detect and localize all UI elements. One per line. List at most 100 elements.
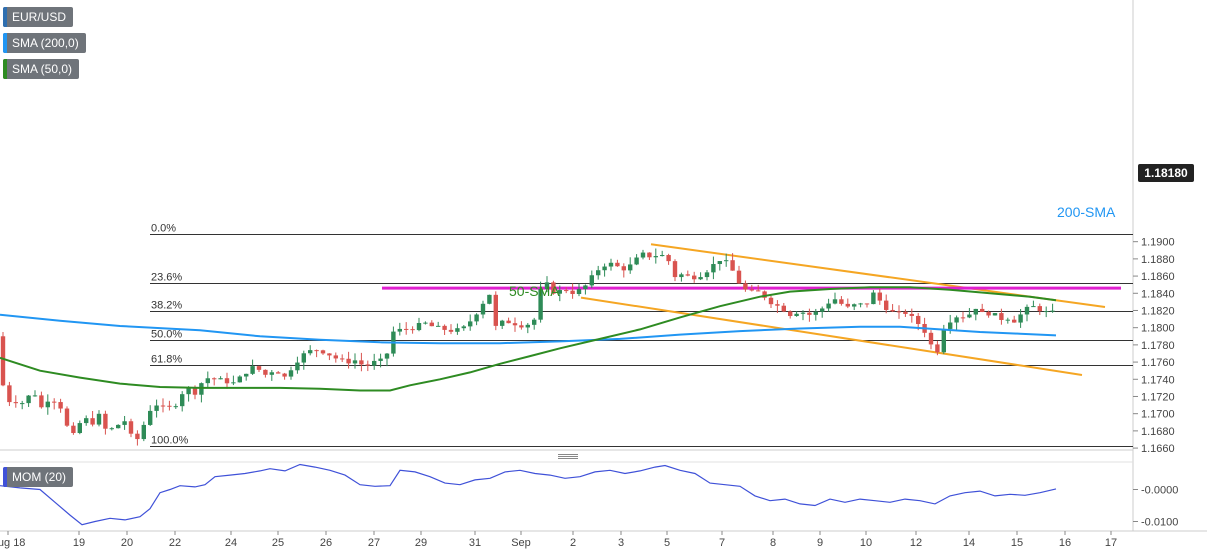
candle xyxy=(576,289,582,295)
candle xyxy=(800,312,806,314)
x-tick-label: 8 xyxy=(770,537,776,549)
candle xyxy=(557,290,562,294)
candle xyxy=(762,291,767,298)
candle xyxy=(269,372,274,375)
candle xyxy=(468,321,473,327)
fib-label: 0.0% xyxy=(151,223,176,235)
candle xyxy=(519,325,524,328)
candle xyxy=(692,275,697,280)
candle xyxy=(231,382,236,384)
legend-symbol[interactable]: EUR/USD xyxy=(3,7,74,27)
fib-label: 100.0% xyxy=(151,435,189,447)
candle xyxy=(474,314,479,322)
candle xyxy=(404,328,409,330)
x-tick-label: 15 xyxy=(1011,537,1023,549)
candle xyxy=(1005,319,1010,321)
candle xyxy=(788,311,793,317)
candle xyxy=(64,408,70,426)
candle xyxy=(39,395,44,408)
candle xyxy=(1031,306,1036,308)
candle xyxy=(858,303,863,305)
candle xyxy=(7,385,12,403)
candle xyxy=(288,370,294,377)
candle xyxy=(423,322,428,324)
y-axis: 1.1900 1.1880 1.1860 1.1840 1.1820 1.1800 1.17… xyxy=(1133,237,1175,455)
candle xyxy=(359,360,364,365)
x-tick-label: 19 xyxy=(73,537,85,549)
candle xyxy=(973,308,978,315)
candle xyxy=(493,294,498,326)
x-tick-label: 20 xyxy=(121,537,133,549)
candle xyxy=(45,401,50,408)
candle xyxy=(756,290,761,292)
channel-lower-line xyxy=(580,296,1083,376)
candle xyxy=(154,405,159,411)
sma200-line xyxy=(0,313,1057,345)
x-tick-label: Sep xyxy=(511,537,531,549)
candle xyxy=(640,252,646,258)
candle xyxy=(775,304,780,306)
candle xyxy=(1018,314,1023,323)
x-tick-label: Aug 18 xyxy=(0,537,25,549)
candle xyxy=(711,264,716,273)
y-tick-label: 1.1700 xyxy=(1141,409,1175,421)
candle xyxy=(116,424,121,429)
candle xyxy=(813,311,818,315)
mom-line xyxy=(0,463,1057,526)
candle xyxy=(237,376,242,383)
candle xyxy=(372,360,377,366)
candle xyxy=(109,428,114,430)
candle xyxy=(301,353,306,363)
candle xyxy=(135,433,140,440)
last-price-tag: 1.18180 xyxy=(1138,164,1194,182)
candle xyxy=(832,299,838,304)
candle xyxy=(826,303,831,309)
candle xyxy=(365,364,370,366)
candle xyxy=(807,312,812,315)
candle xyxy=(429,322,434,327)
candle xyxy=(628,264,633,271)
legend-swatch-mom xyxy=(3,467,7,487)
candle xyxy=(852,304,857,307)
candle xyxy=(352,360,358,364)
x-tick-label: 2 xyxy=(570,537,576,549)
legend-mom[interactable]: MOM (20) xyxy=(3,467,73,487)
x-tick-label: 16 xyxy=(1059,537,1071,549)
annotation-50-sma: 50-SMA xyxy=(509,283,560,299)
legend-sma50[interactable]: SMA (50,0) xyxy=(3,59,80,79)
candle xyxy=(538,288,543,320)
candle xyxy=(845,303,850,307)
candle xyxy=(212,378,217,380)
candle xyxy=(1037,306,1042,312)
candle xyxy=(103,413,108,429)
candle xyxy=(615,262,620,267)
legend-sma50-label: SMA (50,0) xyxy=(12,62,73,76)
legend-swatch xyxy=(3,7,7,27)
candle xyxy=(941,328,946,353)
candle xyxy=(340,358,345,360)
candle xyxy=(877,292,882,301)
legend-sma200[interactable]: SMA (200,0) xyxy=(3,33,86,53)
candle xyxy=(896,311,902,313)
candle xyxy=(276,372,281,374)
candle xyxy=(26,395,31,404)
candle xyxy=(199,383,204,395)
candle xyxy=(256,366,262,370)
y-tick-label: 1.1780 xyxy=(1141,340,1175,352)
candle xyxy=(839,299,844,304)
y-tick-label: 1.1800 xyxy=(1141,323,1175,335)
candle xyxy=(378,358,383,361)
candle xyxy=(954,317,959,323)
candle xyxy=(314,350,319,352)
candle xyxy=(448,329,454,332)
candle xyxy=(672,261,678,278)
candle xyxy=(916,315,921,324)
candle xyxy=(743,283,748,290)
panel-splitter-handle[interactable] xyxy=(558,454,578,459)
candle xyxy=(320,350,326,354)
candle xyxy=(410,329,415,331)
y-tick-label: 1.1680 xyxy=(1141,426,1175,438)
candle xyxy=(244,373,249,377)
candle xyxy=(160,405,166,407)
